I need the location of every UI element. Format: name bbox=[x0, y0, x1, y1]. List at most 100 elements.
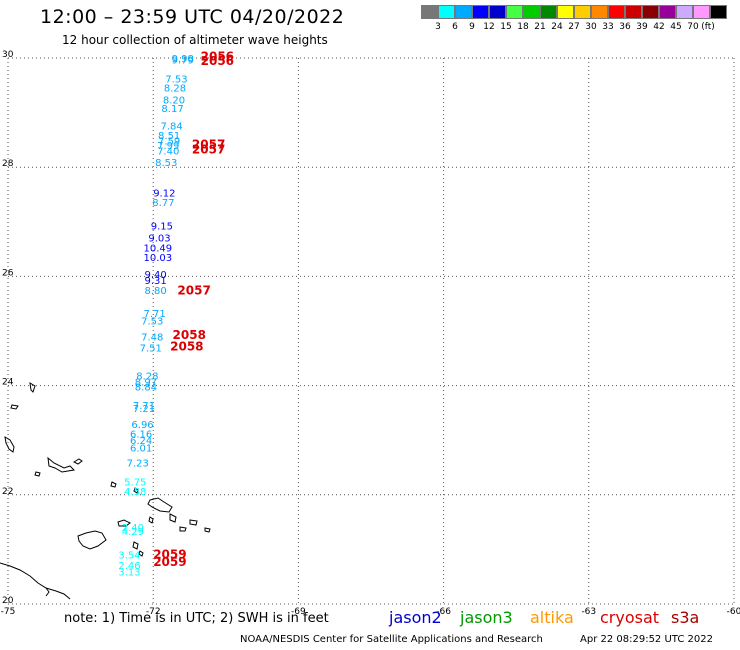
wave-height-label: 7.59 bbox=[158, 136, 180, 147]
island-outline bbox=[117, 519, 131, 527]
satellite-name-s3a: s3a bbox=[671, 608, 700, 627]
island-outline bbox=[4, 436, 15, 453]
island-outline bbox=[169, 513, 177, 523]
legend-label: 6 bbox=[452, 22, 458, 32]
wave-height-label: 7.71 bbox=[144, 309, 166, 320]
wave-height-label: 8.51 bbox=[158, 131, 180, 142]
wave-height-label: 8.28 bbox=[164, 83, 186, 94]
wave-height-label: 7.48 bbox=[141, 332, 163, 343]
satellite-name-jason3: jason3 bbox=[460, 608, 513, 627]
legend-label: 33 bbox=[602, 22, 614, 32]
y-tick-label: 26 bbox=[2, 268, 14, 278]
map-title: 12:00 – 23:59 UTC 04/20/2022 bbox=[40, 6, 345, 28]
legend-unit: (ft) bbox=[701, 22, 715, 32]
wave-height-label: 6.01 bbox=[130, 444, 152, 455]
coastline-south bbox=[0, 562, 71, 600]
wave-height-label: 6.96 bbox=[131, 420, 153, 431]
legend-label: 24 bbox=[551, 22, 563, 32]
legend-label: 36 bbox=[619, 22, 631, 32]
wave-height-label: 8.77 bbox=[152, 198, 174, 209]
legend-swatch bbox=[676, 5, 693, 19]
pass-number-label: 2059 bbox=[153, 548, 186, 562]
pass-number-label: 2059 bbox=[153, 555, 186, 569]
legend-label: 12 bbox=[483, 22, 495, 32]
legend-label: 70 bbox=[687, 22, 699, 32]
coastline bbox=[0, 382, 211, 600]
wave-height-label: 8.97 bbox=[135, 378, 157, 389]
wave-height-label: 7.51 bbox=[140, 344, 162, 355]
wave-height-label: 6.24 bbox=[130, 436, 152, 447]
legend-label: 39 bbox=[636, 22, 648, 32]
wave-height-label: 7.40 bbox=[157, 147, 179, 158]
wave-height-label: 2.46 bbox=[118, 561, 140, 572]
island-outline bbox=[204, 527, 211, 533]
x-tick-label: -75 bbox=[1, 607, 16, 617]
footer-note: note: 1) Time is in UTC; 2) SWH is in fe… bbox=[64, 611, 329, 626]
pass-number-label: 2058 bbox=[173, 328, 206, 342]
wave-height-label: 3.54 bbox=[118, 551, 140, 562]
wave-height-label: 7.84 bbox=[160, 122, 182, 133]
legend-swatch bbox=[591, 5, 608, 19]
wave-height-label: 8.84 bbox=[135, 383, 157, 394]
satellite-name-jason2: jason2 bbox=[389, 608, 442, 627]
legend-label: 42 bbox=[653, 22, 665, 32]
legend-label: 3 bbox=[435, 22, 441, 32]
pass-number-label: 2057 bbox=[192, 138, 225, 152]
pass-number-label: 2056 bbox=[201, 54, 234, 68]
footer-credit: NOAA/NESDIS Center for Satellite Applica… bbox=[240, 634, 543, 645]
footer-timestamp: Apr 22 08:29:52 UTC 2022 bbox=[580, 634, 713, 645]
wave-height-label: 8.17 bbox=[161, 104, 183, 115]
wave-height-label: 4.29 bbox=[122, 527, 144, 538]
legend-swatch bbox=[506, 5, 523, 19]
wave-height-label: 9.79 bbox=[172, 55, 194, 66]
legend-swatch bbox=[574, 5, 591, 19]
wave-height-label: 3.13 bbox=[118, 568, 140, 579]
pass-number-label: 2057 bbox=[177, 283, 210, 297]
x-tick-label: -66 bbox=[436, 607, 451, 617]
wave-height-label: 8.53 bbox=[155, 158, 177, 169]
legend-label: 15 bbox=[500, 22, 512, 32]
wave-height-label: 10.49 bbox=[144, 243, 173, 254]
legend-swatch bbox=[523, 5, 540, 19]
wave-height-label: 6.16 bbox=[130, 429, 152, 440]
island-outline bbox=[147, 497, 173, 513]
wave-height-label: 9.31 bbox=[144, 276, 166, 287]
legend-swatch bbox=[438, 5, 455, 19]
wave-height-label: 2.40 bbox=[122, 523, 144, 534]
wave-height-label: 9.40 bbox=[144, 270, 166, 281]
wave-height-label: 9.12 bbox=[153, 189, 175, 200]
wave-height-label: 7.99 bbox=[157, 141, 179, 152]
y-tick-label: 24 bbox=[2, 378, 14, 388]
island-outline bbox=[138, 550, 144, 557]
satellite-name-altika: altika bbox=[530, 608, 574, 627]
island-outline bbox=[189, 519, 198, 526]
legend-label: 18 bbox=[517, 22, 529, 32]
legend-swatch bbox=[557, 5, 574, 19]
legend-swatch bbox=[693, 5, 710, 19]
x-tick-label: -60 bbox=[727, 607, 740, 617]
island-outline bbox=[133, 487, 139, 494]
wave-height-label: 8.80 bbox=[144, 286, 166, 297]
pass-number-label: 2056 bbox=[201, 50, 234, 64]
wave-height-label: 9.98 bbox=[172, 54, 194, 65]
island-outline bbox=[72, 458, 83, 465]
wave-height-label: 4.58 bbox=[124, 487, 146, 498]
legend-swatch bbox=[421, 5, 438, 19]
island-outline bbox=[10, 404, 19, 410]
wave-height-label: 7.53 bbox=[165, 75, 187, 86]
wave-height-labels: 9.989.797.538.288.208.177.848.517.597.99… bbox=[118, 54, 194, 579]
wave-height-label: 9.15 bbox=[151, 221, 173, 232]
pass-number-label: 2058 bbox=[170, 340, 203, 354]
island-outline bbox=[29, 382, 36, 393]
y-tick-label: 22 bbox=[2, 487, 13, 497]
legend-swatch bbox=[472, 5, 489, 19]
legend-label: 21 bbox=[534, 22, 546, 32]
y-tick-label: 20 bbox=[2, 596, 14, 606]
legend-swatch bbox=[540, 5, 557, 19]
wave-height-label: 8.20 bbox=[163, 95, 185, 106]
wave-height-label: 7.53 bbox=[141, 316, 163, 327]
island-outline bbox=[179, 526, 187, 532]
wave-height-label: 9.03 bbox=[148, 233, 170, 244]
